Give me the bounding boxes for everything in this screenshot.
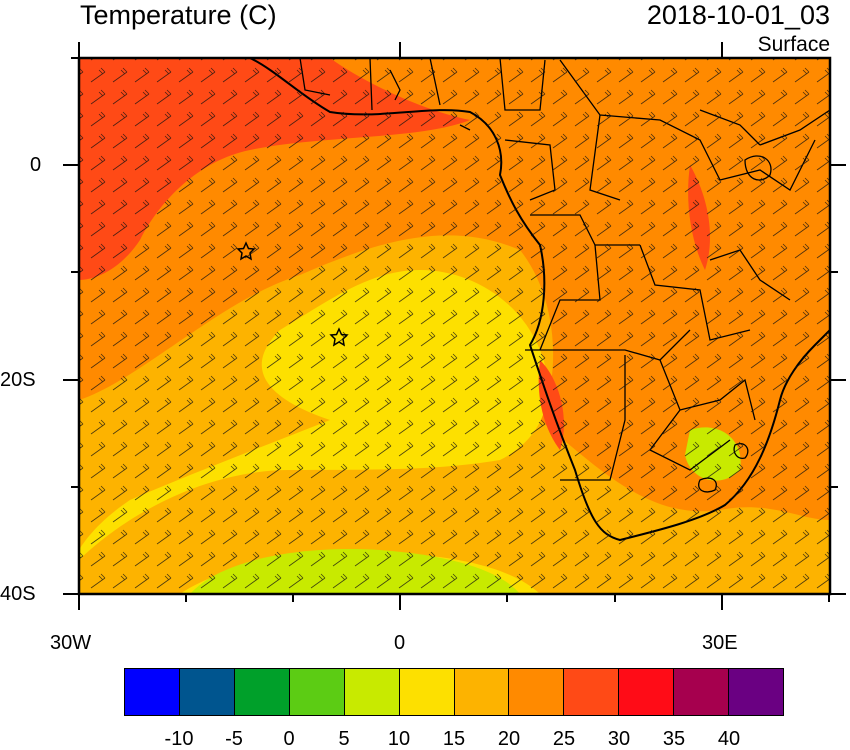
colorbar-swatch [399,669,455,715]
colorbar-swatch [289,669,345,715]
colorbar-label: 10 [387,728,411,750]
y-tick-label-0: 0 [30,154,42,176]
star-marker [329,327,349,347]
y-tick-label-40s: 40S [0,583,36,605]
colorbar-label: 5 [338,728,350,750]
star-marker [236,241,256,261]
colorbar-swatch [729,669,784,715]
colorbar-label: 15 [442,728,466,750]
colorbar-swatch [234,669,290,715]
colorbar-swatch [509,669,565,715]
x-tick-label-0: 0 [394,632,406,654]
colorbar-swatch [125,669,180,715]
colorbar-swatch [674,669,730,715]
x-tick-label-30e: 30E [702,632,738,654]
colorbar-swatch [344,669,400,715]
colorbar-swatch [179,669,235,715]
map-field [79,58,830,594]
colorbar-label: 40 [717,728,741,750]
colorbar-label: 0 [283,728,295,750]
colorbar-swatch [619,669,675,715]
title-time: 2018-10-01_03 [646,0,830,30]
colorbar-swatch [564,669,620,715]
colorbar-label: 30 [607,728,631,750]
colorbar-label: -5 [225,728,243,750]
title-left: Temperature (C) [80,0,277,30]
y-tick-label-20s: 20S [0,369,36,391]
colorbar-label: -10 [164,728,194,750]
wind-barbs [79,58,830,594]
x-tick-label-30w: 30W [50,632,92,654]
plot-frame [77,56,832,596]
colorbar-swatch [454,669,510,715]
colorbar-label: 25 [552,728,576,750]
colorbar [124,668,784,716]
tick-marks [63,42,846,610]
title-level: Surface [757,33,830,56]
colorbar-label: 35 [662,728,686,750]
colorbar-label: 20 [497,728,521,750]
